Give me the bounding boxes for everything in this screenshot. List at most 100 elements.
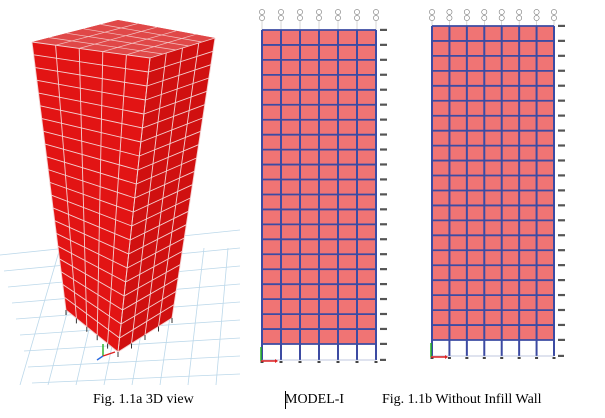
infill-panel (501, 160, 520, 176)
infill-panel (536, 280, 554, 296)
infill-panel (319, 194, 338, 210)
infill-panel (338, 119, 357, 135)
story-label (380, 28, 387, 31)
story-label (558, 69, 565, 72)
infill-panel (300, 89, 319, 105)
infill-panel (262, 74, 281, 90)
column (171, 37, 216, 319)
column (31, 41, 67, 311)
grid-bubble (551, 9, 557, 15)
infill-panel (357, 299, 376, 315)
infill-panel (338, 194, 357, 210)
infill-panel (519, 26, 537, 41)
infill-panel (501, 250, 520, 266)
infill-panel (338, 314, 357, 330)
infill-panel (484, 295, 502, 311)
infill-panel (319, 134, 338, 150)
infill-panel (432, 265, 450, 281)
story-label (558, 39, 565, 42)
infill-panel (281, 179, 300, 195)
support (552, 357, 556, 359)
infill-panel (449, 175, 467, 191)
grid-bubble (481, 15, 488, 21)
infill-panel (449, 70, 467, 86)
infill-panel (357, 194, 376, 210)
floor-beam (38, 92, 144, 115)
infill-panel (501, 85, 520, 101)
infill-panel (262, 209, 281, 225)
infill-panel (519, 190, 537, 206)
grid-bubble (259, 9, 265, 15)
infill-panel (319, 314, 338, 330)
infill-panel (300, 254, 319, 270)
infill-panel (300, 149, 319, 165)
infill-panel (432, 220, 450, 236)
infill-panel (338, 179, 357, 195)
infill-panel (536, 175, 554, 191)
infill-panel (536, 55, 554, 71)
infill-panel (484, 325, 502, 340)
story-label (380, 342, 387, 345)
infill-panel (466, 70, 485, 86)
story-label (558, 234, 565, 237)
infill-panel (466, 160, 485, 176)
infill-panel (432, 160, 450, 176)
infill-panel (300, 134, 319, 150)
story-label (558, 354, 564, 357)
column (131, 52, 167, 344)
infill-panel (432, 325, 450, 340)
infill-panel (536, 40, 554, 56)
infill-panel (319, 284, 338, 300)
infill-panel (484, 145, 502, 161)
infill-panel (357, 134, 376, 150)
infill-panel (484, 265, 502, 281)
grid-bubble (373, 9, 379, 15)
infill-panel (432, 205, 450, 221)
infill-panel (466, 280, 485, 296)
infill-panel (449, 190, 467, 206)
infill-panel (449, 115, 467, 131)
caption-model-i: MODEL-I (285, 392, 345, 407)
infill-panel (449, 85, 467, 101)
grid-bubble (551, 15, 557, 21)
story-label (380, 282, 387, 286)
infill-panel (262, 164, 281, 180)
infill-panel (432, 130, 450, 146)
infill-panel (449, 160, 467, 176)
infill-panel (519, 310, 537, 326)
support (317, 361, 321, 363)
roof-beam (102, 30, 177, 52)
infill-panel (501, 265, 520, 281)
infill-panel (501, 55, 520, 71)
infill-panel (357, 269, 376, 285)
infill-panel (319, 299, 338, 315)
column (158, 42, 200, 327)
floor-beam (41, 118, 141, 143)
roof-beam (83, 28, 190, 47)
infill-panel (484, 280, 502, 296)
infill-panel (262, 254, 281, 270)
infill-panel (357, 104, 376, 120)
infill-panel (519, 325, 537, 340)
story-label (558, 24, 565, 27)
infill-panel (501, 325, 520, 340)
infill-panel (536, 325, 554, 340)
infill-panel (281, 134, 300, 150)
grid-bubble (498, 15, 505, 21)
infill-panel (357, 254, 376, 270)
story-label (380, 178, 387, 181)
text-cursor (285, 391, 286, 409)
grid-line (27, 355, 240, 368)
infill-panel (536, 250, 554, 266)
story-label (558, 99, 565, 102)
infill-panel (281, 299, 300, 315)
infill-panel (466, 85, 485, 101)
roof-beam (49, 37, 164, 55)
support (517, 357, 521, 359)
infill-panel (449, 145, 467, 161)
floor-beam (54, 220, 129, 255)
infill-panel (338, 134, 357, 150)
infill-panel (466, 205, 485, 221)
infill-panel (432, 235, 450, 251)
infill-panel (432, 85, 450, 101)
